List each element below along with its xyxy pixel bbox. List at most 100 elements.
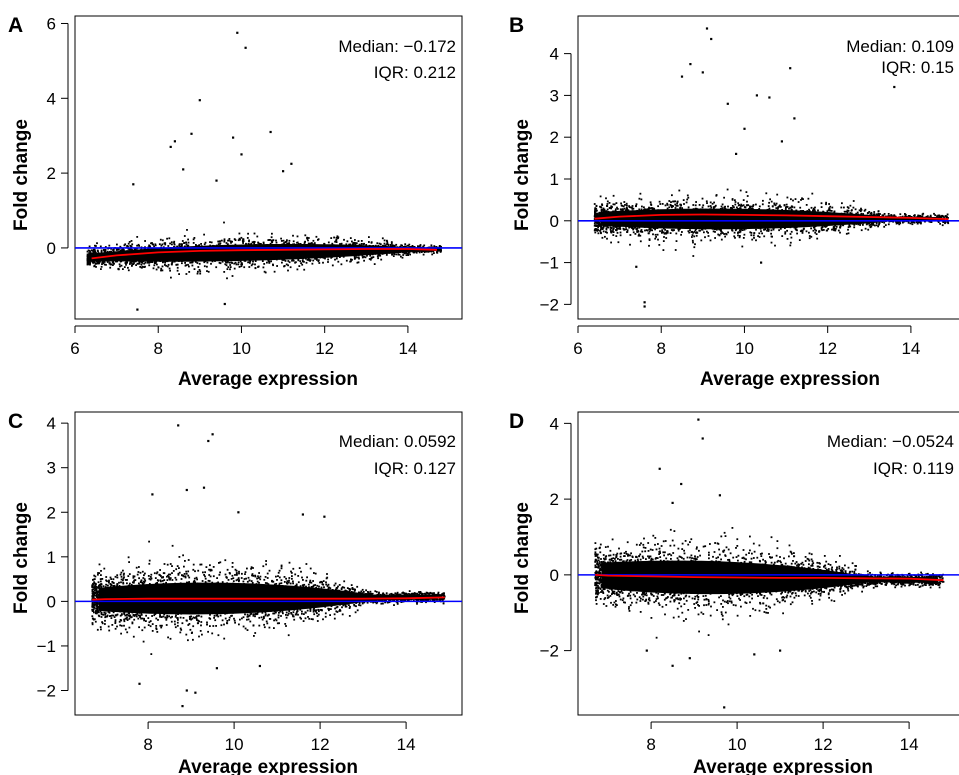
data-point (313, 250, 316, 253)
data-point (657, 223, 659, 226)
data-point (365, 246, 368, 248)
data-point (192, 249, 194, 252)
data-point (698, 221, 701, 224)
data-point (185, 255, 188, 258)
data-point (596, 230, 599, 232)
data-point (286, 239, 288, 242)
data-point (609, 218, 612, 221)
data-point (792, 217, 795, 220)
data-point (700, 239, 703, 242)
data-point (671, 206, 673, 209)
data-point (297, 259, 300, 262)
data-point (216, 245, 219, 247)
data-point (812, 209, 814, 212)
data-point (124, 243, 127, 246)
data-point (664, 228, 666, 231)
data-point (941, 224, 944, 227)
data-point (738, 208, 740, 210)
data-point (270, 252, 272, 255)
data-point (685, 201, 688, 204)
data-point (407, 252, 409, 255)
data-point (161, 254, 164, 257)
data-point (837, 222, 840, 225)
data-point (896, 218, 899, 220)
data-point (864, 227, 867, 230)
data-point (161, 269, 164, 272)
data-point (105, 263, 107, 266)
data-point (840, 212, 843, 215)
data-point (296, 235, 299, 238)
data-point (610, 214, 613, 216)
data-point (157, 249, 160, 251)
data-point (623, 211, 626, 214)
data-point (263, 250, 265, 253)
data-point (796, 223, 799, 225)
data-point (168, 249, 171, 252)
data-point (847, 209, 850, 212)
data-point (242, 238, 244, 241)
data-point (240, 245, 243, 248)
data-point (196, 252, 198, 255)
data-point (939, 222, 941, 225)
data-point (136, 244, 138, 247)
data-point (224, 260, 227, 262)
data-point (740, 218, 743, 221)
data-point (245, 256, 248, 258)
data-point (178, 244, 181, 247)
data-point (408, 243, 411, 246)
data-point (226, 261, 228, 264)
data-point (711, 211, 713, 213)
data-point (293, 251, 296, 254)
data-point (156, 263, 158, 266)
data-point (118, 263, 121, 266)
data-point (612, 194, 615, 197)
data-point (107, 251, 110, 254)
data-point (313, 245, 316, 248)
data-point (316, 256, 319, 259)
data-point (797, 217, 800, 219)
data-point (598, 213, 601, 216)
data-point (603, 208, 606, 211)
data-point (109, 263, 112, 266)
data-point (917, 214, 919, 217)
data-point (761, 222, 764, 225)
data-point (800, 210, 803, 213)
data-point (136, 258, 139, 260)
data-point (888, 215, 890, 217)
data-point (208, 248, 211, 251)
data-point (648, 230, 651, 233)
data-point (739, 216, 742, 219)
data-point (284, 255, 287, 258)
data-point (598, 214, 601, 217)
data-point (753, 232, 756, 234)
data-point (877, 210, 880, 213)
data-point (833, 227, 835, 230)
data-point (241, 262, 243, 265)
data-point (192, 238, 195, 241)
data-point (639, 240, 642, 243)
data-point (350, 258, 352, 261)
data-point (249, 254, 251, 257)
data-point (188, 254, 190, 257)
data-point (322, 252, 325, 255)
data-point (295, 261, 297, 264)
data-point (251, 241, 254, 244)
data-point (843, 206, 845, 209)
data-point (218, 256, 220, 259)
data-point (286, 244, 289, 247)
data-point (751, 238, 754, 241)
data-point (930, 219, 933, 221)
data-point (917, 216, 920, 218)
outlier-point (701, 71, 704, 74)
data-point (97, 252, 100, 254)
data-point (748, 221, 750, 224)
data-point (860, 214, 863, 216)
data-point (693, 246, 696, 249)
data-point (598, 224, 600, 227)
data-point (647, 208, 650, 211)
data-point (770, 235, 773, 238)
data-point (250, 264, 253, 267)
data-point (176, 245, 178, 248)
data-point (622, 208, 624, 211)
data-point (202, 248, 204, 250)
